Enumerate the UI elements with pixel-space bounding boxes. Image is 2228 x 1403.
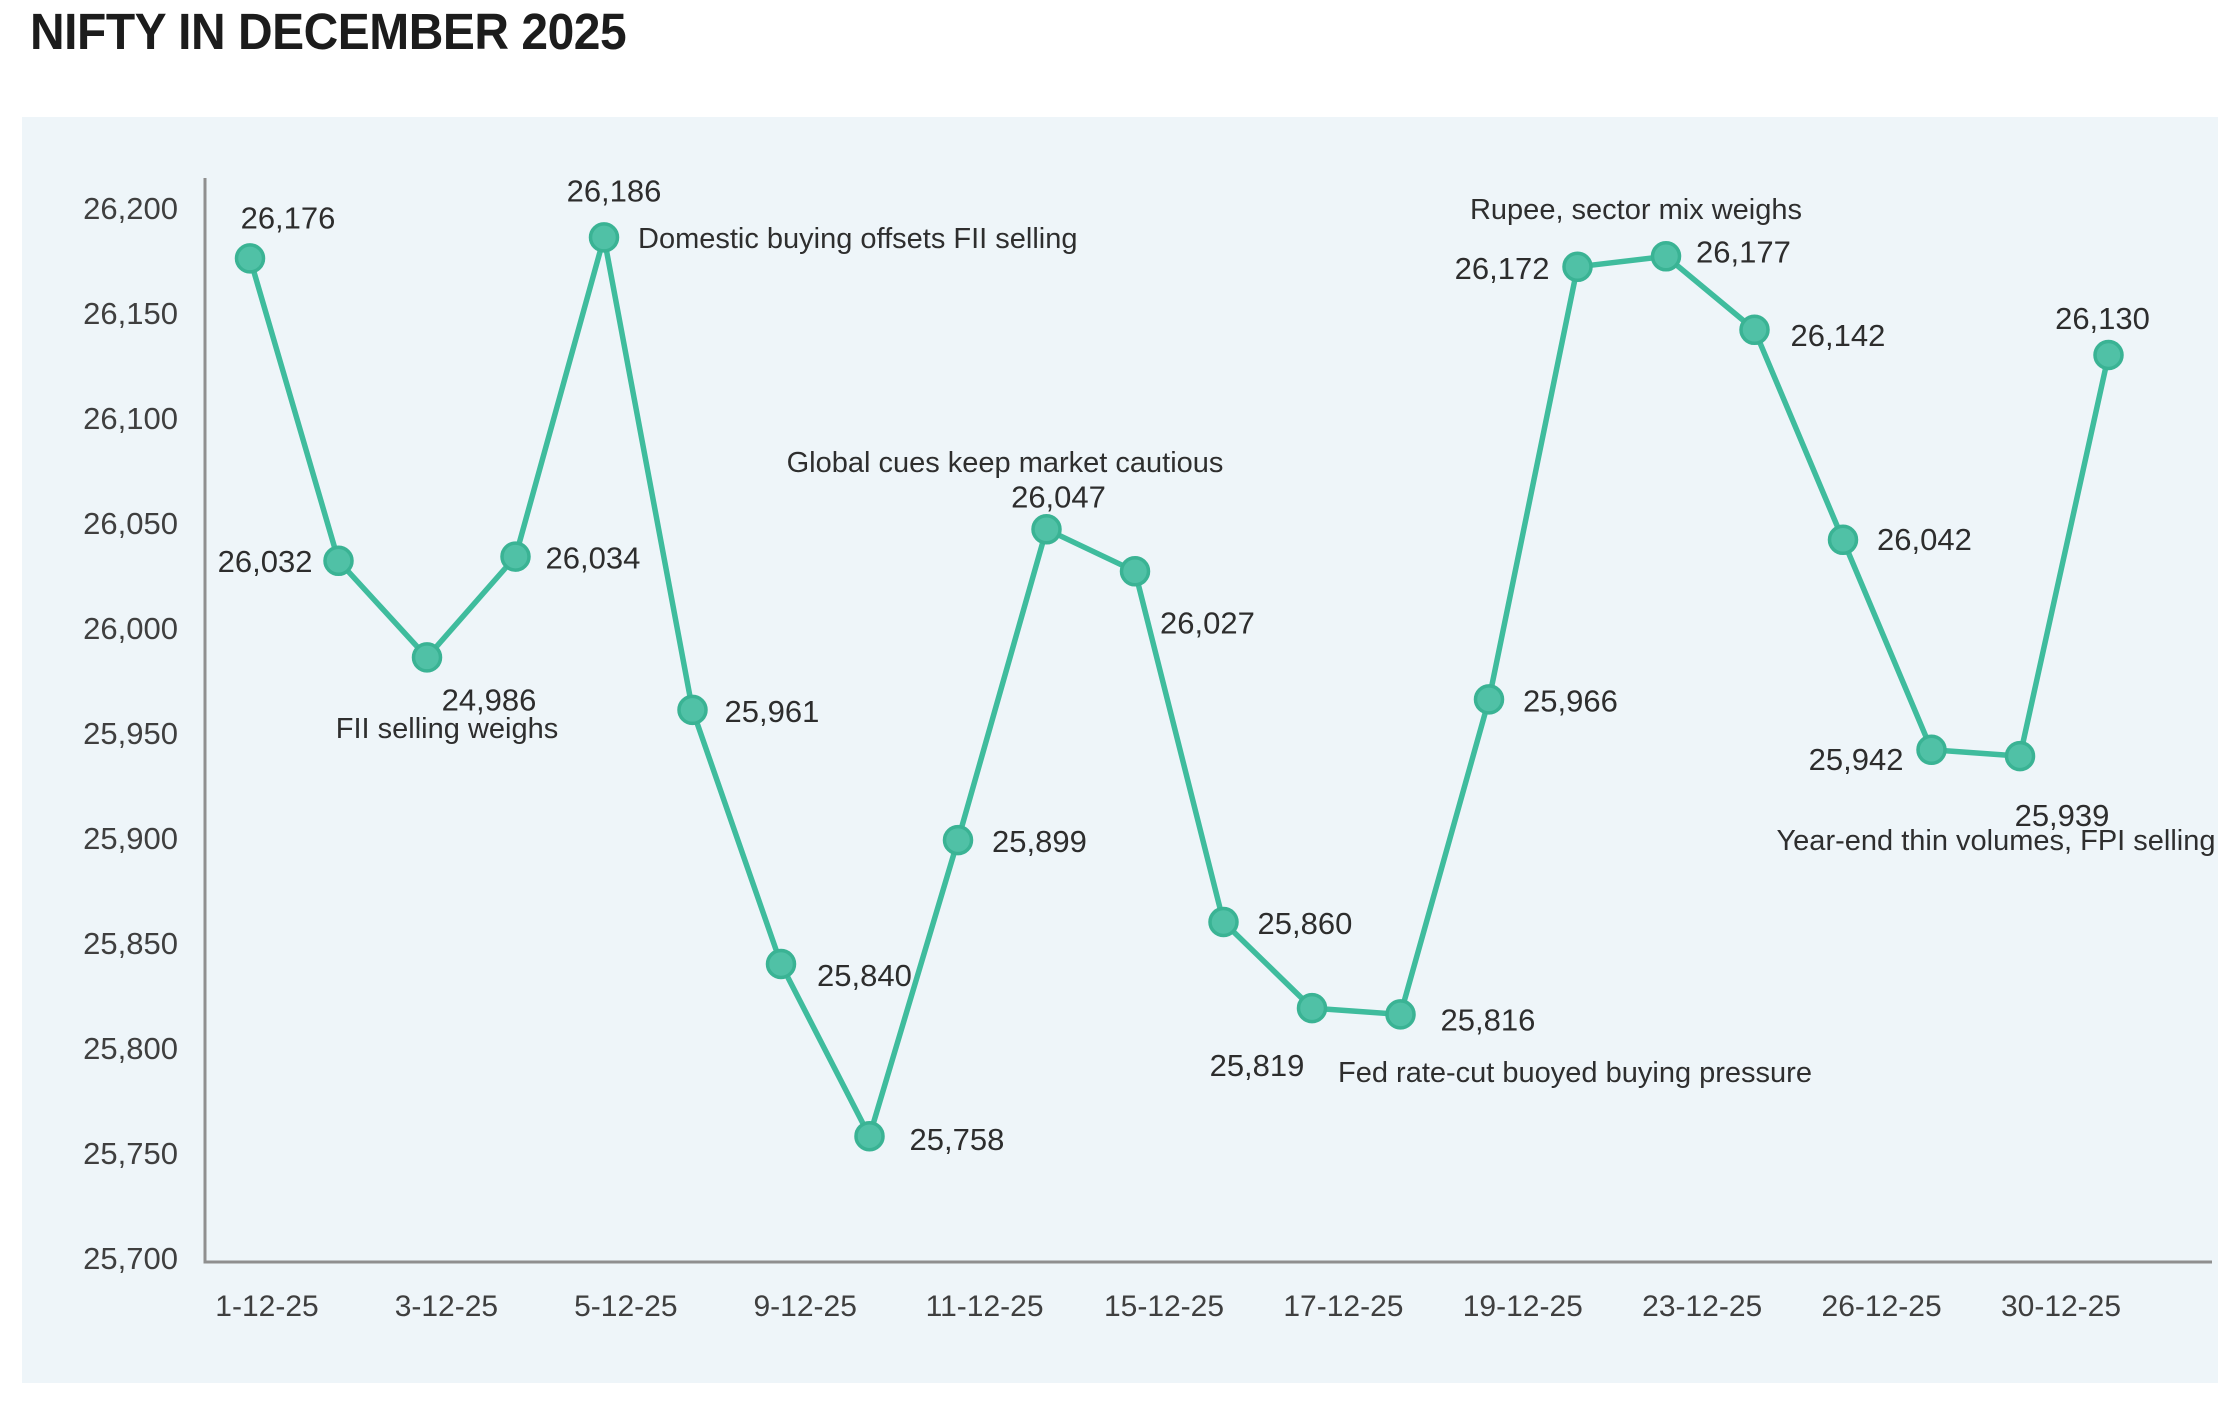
data-point-dot <box>411 642 443 673</box>
data-point-label: 26,042 <box>1877 522 1972 557</box>
y-tick-label: 25,950 <box>83 716 178 751</box>
x-tick-label: 11-12-25 <box>926 1290 1044 1323</box>
data-point-label: 25,966 <box>1523 683 1618 718</box>
x-tick-label: 1-12-25 <box>215 1290 318 1323</box>
data-point-dot <box>765 948 797 980</box>
data-point-label: 26,186 <box>567 173 662 208</box>
data-point-dot <box>1739 314 1770 346</box>
y-tick-label: 26,000 <box>83 611 178 646</box>
data-point-dot <box>1385 999 1416 1030</box>
y-tick-label: 25,900 <box>83 821 178 856</box>
data-point-label: 25,816 <box>1441 1002 1536 1037</box>
data-point-label: 24,986 <box>442 682 537 717</box>
data-point-label: 25,899 <box>992 824 1087 859</box>
data-point-dot <box>1473 684 1505 715</box>
annotation-text: Global cues keep market cautious <box>787 447 1224 479</box>
annotation-text: Fed rate-cut buoyed buying pressure <box>1338 1057 1812 1089</box>
data-point-label: 25,860 <box>1258 906 1353 941</box>
data-point-dot <box>1296 992 1328 1024</box>
y-tick-label: 26,050 <box>83 506 178 541</box>
x-tick-label: 30-12-25 <box>2001 1290 2121 1323</box>
data-point-dot <box>1119 556 1151 587</box>
data-point-dot <box>234 243 266 274</box>
data-point-dot <box>1827 524 1859 556</box>
data-point-label: 26,176 <box>241 200 336 235</box>
chart-panel <box>22 117 2218 1383</box>
page-title: NIFTY IN DECEMBER 2025 <box>30 3 627 60</box>
data-point-dot <box>1208 906 1239 938</box>
data-point-label: 26,032 <box>218 544 313 579</box>
data-point-label: 26,172 <box>1455 251 1550 286</box>
x-tick-label: 19-12-25 <box>1463 1290 1583 1323</box>
data-point-label: 25,939 <box>2015 798 2110 833</box>
data-point-dot <box>1031 514 1062 545</box>
data-point-label: 26,130 <box>2055 301 2150 336</box>
y-tick-label: 26,100 <box>83 401 178 436</box>
x-tick-label: 15-12-25 <box>1104 1290 1224 1323</box>
x-tick-label: 9-12-25 <box>753 1290 856 1323</box>
annotation-text: Domestic buying offsets FII selling <box>638 223 1078 255</box>
y-tick-label: 25,700 <box>83 1241 178 1276</box>
data-point-dot <box>1650 241 1682 272</box>
data-point-label: 25,758 <box>910 1122 1005 1157</box>
annotation-text: Rupee, sector mix weighs <box>1470 194 1802 226</box>
data-point-dot <box>2004 740 2036 772</box>
data-point-dot <box>1916 734 1947 766</box>
data-point-label: 25,942 <box>1809 742 1904 777</box>
data-point-dot <box>677 694 708 726</box>
annotation-text: FII selling weighs <box>336 713 558 745</box>
data-point-dot <box>854 1120 885 1152</box>
y-tick-label: 25,800 <box>83 1031 178 1066</box>
y-tick-label: 26,150 <box>83 296 178 331</box>
data-point-label: 25,819 <box>1210 1048 1305 1083</box>
data-point-label: 25,961 <box>725 694 820 729</box>
annotation-text: Year-end thin volumes, FPI selling <box>1777 825 2216 857</box>
data-point-label: 26,034 <box>546 541 641 576</box>
x-tick-label: 23-12-25 <box>1642 1290 1762 1323</box>
x-tick-label: 3-12-25 <box>395 1290 498 1323</box>
data-point-label: 26,142 <box>1791 318 1886 353</box>
x-tick-label: 17-12-25 <box>1283 1290 1403 1323</box>
y-tick-label: 25,750 <box>83 1136 178 1171</box>
data-point-label: 26,027 <box>1160 605 1255 640</box>
data-point-dot <box>2093 339 2124 371</box>
data-point-label: 26,047 <box>1011 479 1106 514</box>
x-tick-label: 26-12-25 <box>1822 1290 1942 1323</box>
y-tick-label: 25,850 <box>83 926 178 961</box>
data-point-label: 25,840 <box>817 958 912 993</box>
data-point-dot <box>588 222 620 253</box>
nifty-line-series <box>247 234 2112 1139</box>
data-point-dot <box>323 545 354 577</box>
data-point-dot <box>1562 251 1593 283</box>
data-point-dot <box>942 824 974 856</box>
y-tick-label: 26,200 <box>83 191 178 226</box>
data-point-dot <box>500 541 531 572</box>
x-tick-label: 5-12-25 <box>574 1290 677 1323</box>
data-point-label: 26,177 <box>1696 234 1791 269</box>
axis-lines <box>203 178 2212 1264</box>
